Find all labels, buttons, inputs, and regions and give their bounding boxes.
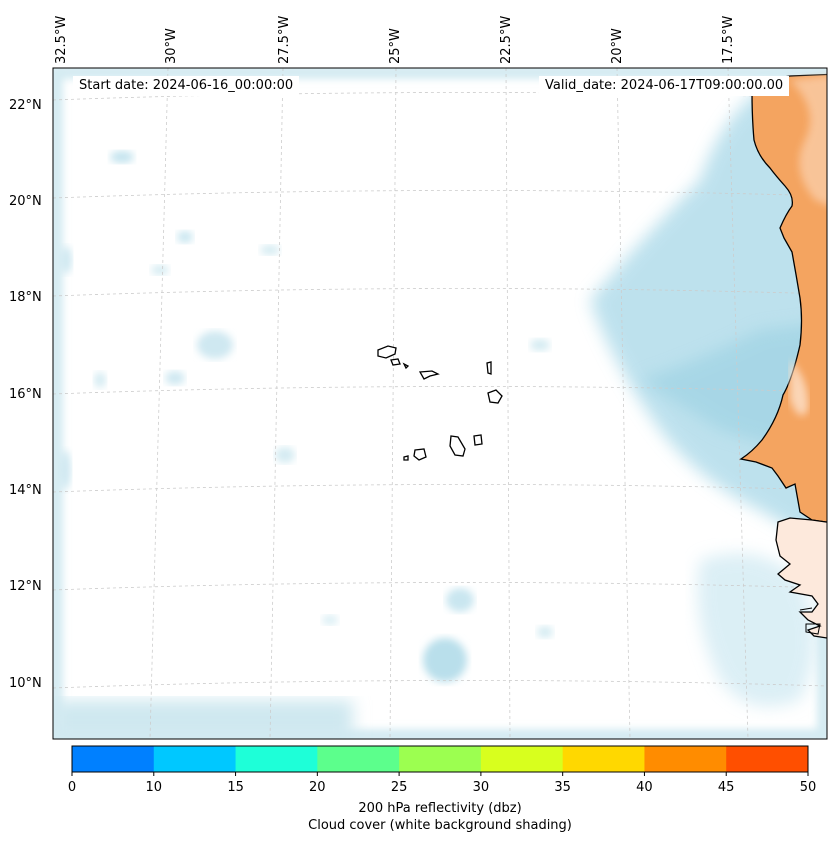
island-santo-antao — [377, 345, 397, 359]
colorbar-tick-label: 25 — [390, 780, 408, 795]
colorbar-tick-label: 45 — [717, 780, 735, 795]
lat-label-14n: 14°N — [9, 483, 42, 498]
colorbar-segment — [726, 746, 809, 772]
lon-label-32-5w: 32.5°W — [54, 15, 69, 64]
lat-label-12n: 12°N — [9, 579, 42, 594]
island-brava — [403, 455, 409, 461]
island-boa-vista — [487, 389, 503, 404]
lat-label-10n: 10°N — [9, 676, 42, 691]
colorbar-tick-label: 20 — [309, 780, 326, 795]
lon-label-17-5w: 17.5°W — [721, 15, 736, 64]
colorbar — [72, 746, 809, 772]
colorbar-tick-label: 40 — [636, 780, 653, 795]
lon-label-27-5w: 27.5°W — [277, 15, 292, 64]
colorbar-frame — [71, 745, 809, 773]
island-sal — [486, 361, 492, 375]
colorbar-tick-label: 15 — [227, 780, 244, 795]
island-santiago — [449, 435, 466, 457]
colorbar-segment — [153, 746, 237, 772]
island-sao-vicente — [390, 358, 401, 366]
colorbar-segment — [480, 746, 564, 772]
valid-date-label: Valid_date: 2024-06-17T09:00:00.00 — [539, 76, 790, 96]
lat-label-16n: 16°N — [9, 387, 42, 402]
lat-label-18n: 18°N — [9, 290, 42, 305]
lon-label-25w: 25°W — [388, 28, 403, 64]
lon-label-22-5w: 22.5°W — [499, 15, 514, 64]
colorbar-segment — [562, 746, 645, 772]
lon-label-20w: 20°W — [610, 28, 625, 64]
colorbar-segment — [399, 746, 482, 772]
colorbar-segment — [235, 746, 318, 772]
graticule — [53, 68, 827, 739]
colorbar-tick-label: 0 — [67, 780, 77, 795]
colorbar-tick-label: 35 — [554, 780, 571, 795]
colorbar-segment — [72, 746, 155, 772]
colorbar-label-cloud-cover: Cloud cover (white background shading) — [308, 818, 572, 833]
colorbar-tick-label: 50 — [799, 780, 817, 795]
cabo-verde-islands — [377, 345, 503, 461]
colorbar-segment — [644, 746, 727, 772]
colorbar-tick-label: 30 — [472, 780, 490, 795]
lat-label-20n: 20°N — [9, 194, 42, 209]
colorbar-segment — [317, 746, 400, 772]
lon-label-30w: 30°W — [164, 28, 179, 64]
start-date-label: Start date: 2024-06-16_00:00:00 — [73, 76, 300, 96]
lat-label-22n: 22°N — [9, 98, 42, 113]
colorbar-tick-label: 10 — [145, 780, 163, 795]
island-santa-luzia — [402, 362, 410, 370]
guinea-coast-land — [775, 517, 827, 639]
colorbar-label-reflectivity: 200 hPa reflectivity (dbz) — [358, 801, 522, 816]
island-sao-nicolau — [418, 370, 440, 380]
island-maio — [473, 434, 483, 446]
colorbar-tick-marks — [71, 772, 809, 776]
island-fogo — [413, 448, 427, 461]
map-frame — [52, 67, 828, 740]
